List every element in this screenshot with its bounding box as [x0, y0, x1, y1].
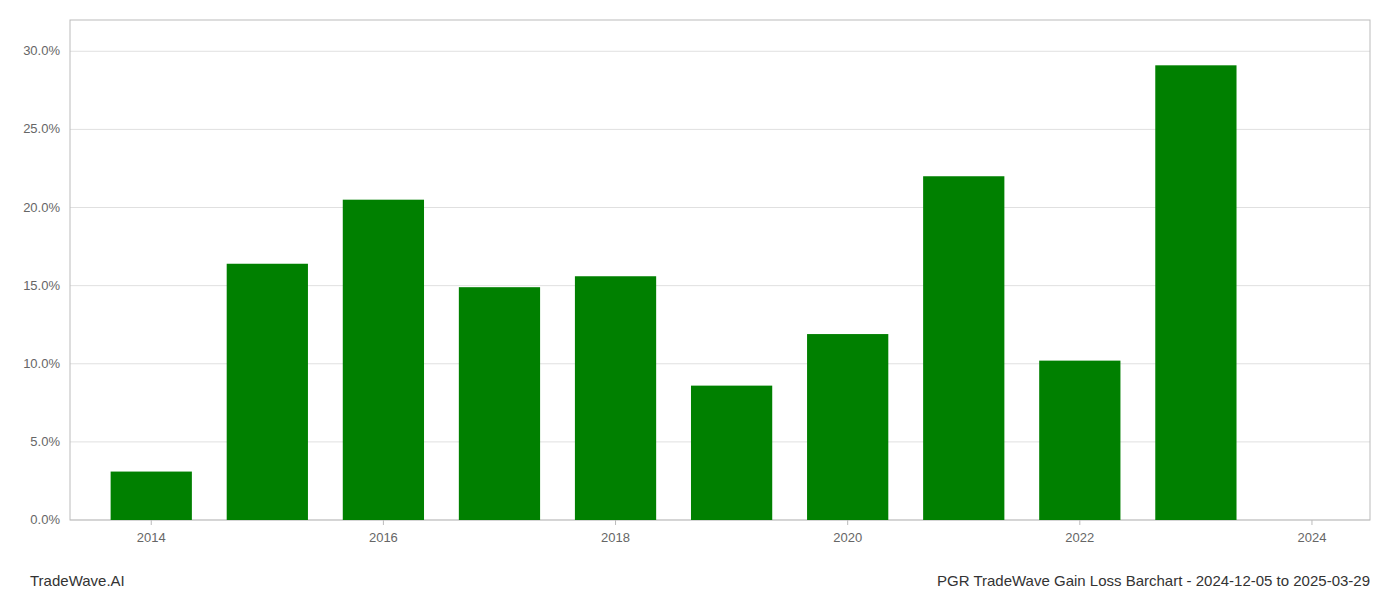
bar: [1039, 361, 1120, 520]
bar: [923, 176, 1004, 520]
bar: [459, 287, 540, 520]
bar: [575, 276, 656, 520]
bar: [343, 200, 424, 520]
y-tick-label: 20.0%: [23, 200, 60, 215]
bar: [691, 386, 772, 520]
x-tick: [847, 520, 848, 525]
y-tick-label: 10.0%: [23, 356, 60, 371]
x-tick: [1311, 520, 1312, 525]
y-tick-label: 25.0%: [23, 121, 60, 136]
y-tick-label: 0.0%: [30, 512, 60, 527]
x-tick: [1079, 520, 1080, 525]
x-axis: 2014 2016 2018 2020 2022 2024: [137, 520, 1327, 545]
y-tick-label: 15.0%: [23, 278, 60, 293]
bar: [111, 472, 192, 520]
plot-frame: [70, 20, 1370, 520]
grid-line: [70, 51, 1370, 52]
y-axis: 0.0% 5.0% 10.0% 15.0% 20.0% 25.0% 30.0%: [23, 43, 1370, 527]
chart-container: 0.0%5.0%10.0%15.0%20.0%25.0%30.0%2014201…: [0, 0, 1400, 600]
x-tick: [151, 520, 152, 525]
watermark: TradeWave.AI: [30, 572, 125, 589]
x-tick-label: 2014: [137, 530, 166, 545]
y-tick-label: 5.0%: [30, 434, 60, 449]
bars: [111, 65, 1237, 520]
x-tick-label: 2022: [1065, 530, 1094, 545]
title: PGR TradeWave Gain Loss Barchart - 2024-…: [937, 572, 1370, 589]
x-tick-label: 2024: [1298, 530, 1327, 545]
y-tick-label: 30.0%: [23, 43, 60, 58]
x-tick-label: 2018: [601, 530, 630, 545]
x-tick-label: 2020: [833, 530, 862, 545]
bar: [1155, 65, 1236, 520]
x-tick-label: 2016: [369, 530, 398, 545]
bar: [807, 334, 888, 520]
x-tick: [615, 520, 616, 525]
chart-svg: 0.0%5.0%10.0%15.0%20.0%25.0%30.0%2014201…: [0, 0, 1400, 600]
bar: [227, 264, 308, 520]
x-tick: [383, 520, 384, 525]
